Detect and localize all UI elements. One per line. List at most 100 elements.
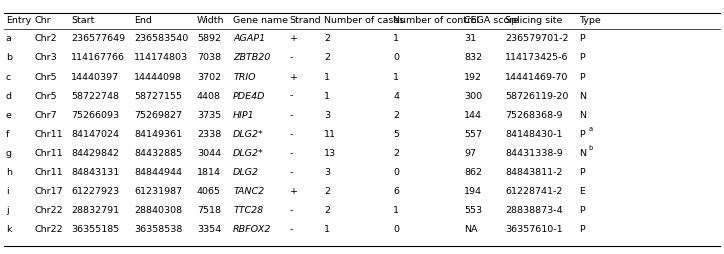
Text: 1: 1: [393, 72, 399, 82]
Text: 114173425-6: 114173425-6: [505, 53, 569, 62]
Text: 3735: 3735: [197, 111, 221, 120]
Text: Chr5: Chr5: [35, 92, 57, 101]
Text: 61228741-2: 61228741-2: [505, 187, 563, 196]
Text: 194: 194: [464, 187, 482, 196]
Text: 832: 832: [464, 53, 482, 62]
Text: 84432885: 84432885: [134, 149, 182, 158]
Text: RBFOX2: RBFOX2: [233, 225, 272, 234]
Text: 862: 862: [464, 168, 482, 177]
Text: f: f: [6, 130, 9, 139]
Text: a: a: [589, 126, 593, 132]
Text: 13: 13: [324, 149, 337, 158]
Text: 84149361: 84149361: [134, 130, 182, 139]
Text: 0: 0: [393, 53, 399, 62]
Text: Gene name: Gene name: [233, 16, 288, 25]
Text: -: -: [290, 111, 293, 120]
Text: a: a: [6, 34, 12, 43]
Text: -: -: [290, 130, 293, 139]
Text: 75266093: 75266093: [71, 111, 119, 120]
Text: 31: 31: [464, 34, 476, 43]
Text: Splicing site: Splicing site: [505, 16, 563, 25]
Text: Entry: Entry: [6, 16, 31, 25]
Text: Strand: Strand: [290, 16, 321, 25]
Text: 75269827: 75269827: [134, 111, 182, 120]
Text: 2338: 2338: [197, 130, 221, 139]
Text: P: P: [579, 34, 585, 43]
Text: NA: NA: [464, 225, 478, 234]
Text: N: N: [579, 111, 586, 120]
Text: 84844944: 84844944: [134, 168, 182, 177]
Text: DLG2*: DLG2*: [233, 130, 264, 139]
Text: -: -: [290, 225, 293, 234]
Text: 2: 2: [324, 187, 330, 196]
Text: 7038: 7038: [197, 53, 221, 62]
Text: P: P: [579, 206, 585, 215]
Text: Start: Start: [71, 16, 94, 25]
Text: 58726119-20: 58726119-20: [505, 92, 569, 101]
Text: TANC2: TANC2: [233, 187, 264, 196]
Text: 3702: 3702: [197, 72, 221, 82]
Text: 84147024: 84147024: [71, 130, 119, 139]
Text: 0: 0: [393, 168, 399, 177]
Text: 236583540: 236583540: [134, 34, 188, 43]
Text: 4065: 4065: [197, 187, 221, 196]
Text: Chr17: Chr17: [35, 187, 64, 196]
Text: Chr11: Chr11: [35, 168, 64, 177]
Text: Chr2: Chr2: [35, 34, 57, 43]
Text: g: g: [6, 149, 12, 158]
Text: HIP1: HIP1: [233, 111, 255, 120]
Text: PDE4D: PDE4D: [233, 92, 266, 101]
Text: 84431338-9: 84431338-9: [505, 149, 563, 158]
Text: P: P: [579, 53, 585, 62]
Text: +: +: [290, 187, 298, 196]
Text: 2: 2: [324, 53, 330, 62]
Text: c: c: [6, 72, 11, 82]
Text: End: End: [134, 16, 152, 25]
Text: 11: 11: [324, 130, 337, 139]
Text: Number of control: Number of control: [393, 16, 479, 25]
Text: 2: 2: [324, 206, 330, 215]
Text: AGAP1: AGAP1: [233, 34, 265, 43]
Text: b: b: [589, 145, 593, 151]
Text: 97: 97: [464, 149, 476, 158]
Text: Chr11: Chr11: [35, 149, 64, 158]
Text: 1: 1: [324, 92, 330, 101]
Text: 1: 1: [324, 225, 330, 234]
Text: 4408: 4408: [197, 92, 221, 101]
Text: P: P: [579, 72, 585, 82]
Text: +: +: [290, 72, 298, 82]
Text: 28838873-4: 28838873-4: [505, 206, 563, 215]
Text: 6: 6: [393, 187, 399, 196]
Text: 1814: 1814: [197, 168, 221, 177]
Text: Number of cases: Number of cases: [324, 16, 405, 25]
Text: 61227923: 61227923: [71, 187, 119, 196]
Text: 557: 557: [464, 130, 482, 139]
Text: Width: Width: [197, 16, 224, 25]
Text: 2: 2: [393, 149, 399, 158]
Text: 0: 0: [393, 225, 399, 234]
Text: 58727155: 58727155: [134, 92, 182, 101]
Text: j: j: [6, 206, 9, 215]
Text: N: N: [579, 92, 586, 101]
Text: b: b: [6, 53, 12, 62]
Text: DLG2*: DLG2*: [233, 149, 264, 158]
Text: 75268368-9: 75268368-9: [505, 111, 563, 120]
Text: k: k: [6, 225, 12, 234]
Text: 3: 3: [324, 111, 330, 120]
Text: 28832791: 28832791: [71, 206, 119, 215]
Text: 28840308: 28840308: [134, 206, 182, 215]
Text: h: h: [6, 168, 12, 177]
Text: 5: 5: [393, 130, 399, 139]
Text: 114167766: 114167766: [71, 53, 125, 62]
Text: Chr22: Chr22: [35, 225, 64, 234]
Text: Chr5: Chr5: [35, 72, 57, 82]
Text: 114174803: 114174803: [134, 53, 188, 62]
Text: 58722748: 58722748: [71, 92, 119, 101]
Text: 236577649: 236577649: [71, 34, 125, 43]
Text: 236579701-2: 236579701-2: [505, 34, 569, 43]
Text: 300: 300: [464, 92, 482, 101]
Text: 7518: 7518: [197, 206, 221, 215]
Text: P: P: [579, 130, 585, 139]
Text: -: -: [290, 206, 293, 215]
Text: -: -: [290, 168, 293, 177]
